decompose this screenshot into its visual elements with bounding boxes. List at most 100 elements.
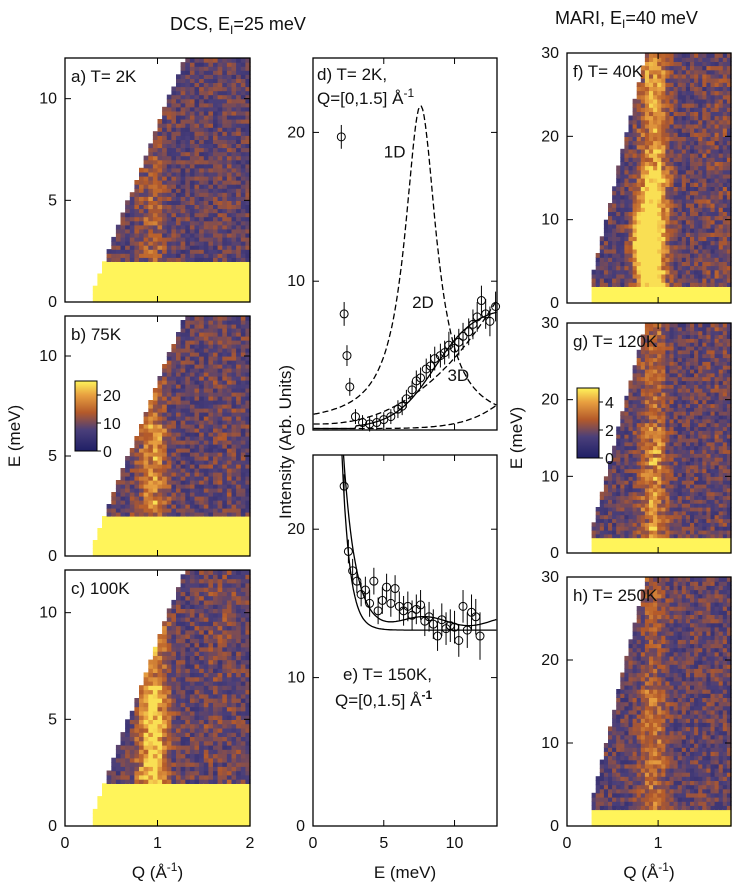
heatmap-cell [194, 508, 200, 513]
heatmap-cell [208, 400, 214, 405]
heatmap-cell [176, 817, 182, 823]
heatmap-cell [240, 58, 246, 63]
heatmap-cell [236, 651, 242, 656]
heatmap-cell [624, 248, 630, 254]
heatmap-cell [199, 261, 205, 266]
heatmap-cell [120, 787, 126, 793]
heatmap-cell [157, 408, 163, 413]
heatmap-cell [166, 204, 172, 210]
heatmap-cell [162, 642, 168, 648]
heatmap-cell [245, 779, 251, 784]
heatmap-cell [185, 552, 191, 557]
heatmap-cell [203, 356, 209, 361]
heatmap-cell [162, 706, 168, 712]
heatmap-cell [176, 135, 182, 140]
heatmap-cell [180, 408, 186, 413]
heatmap-cell [194, 668, 200, 673]
curve-annotation: 1D [384, 143, 406, 162]
heatmap-cell [226, 216, 233, 222]
heatmap-cell [176, 372, 182, 377]
heatmap-cell [226, 753, 233, 759]
heatmap-cell [632, 232, 638, 237]
heatmap-cell [194, 416, 200, 421]
heatmap-cell [236, 582, 242, 588]
heatmap-cell [240, 408, 246, 413]
heatmap-cell [208, 706, 214, 712]
heatmap-cell [162, 621, 168, 627]
heatmap-cell [603, 232, 609, 237]
heatmap-cell [143, 261, 149, 266]
heatmap-cell [162, 817, 168, 823]
heatmap-cell [203, 676, 209, 682]
heatmap-cell [226, 668, 233, 673]
heatmap-cell [624, 232, 630, 237]
heatmap-cell [231, 595, 237, 601]
heatmap-cell [180, 484, 186, 489]
heatmap-cell [180, 232, 186, 238]
heatmap-cell [199, 277, 205, 283]
heatmap-cell [208, 200, 214, 205]
heatmap-cell [143, 779, 149, 784]
heatmap-cell [185, 420, 191, 425]
heatmap-cell [628, 148, 634, 154]
heatmap-cell [199, 770, 205, 776]
heatmap-cell [612, 215, 617, 221]
heatmap-cell [245, 715, 251, 720]
heatmap-cell [632, 144, 638, 150]
heatmap-cell [152, 175, 159, 181]
heatmap-cell [199, 167, 205, 173]
heatmap-cell [185, 328, 191, 333]
heatmap-cell [152, 659, 159, 665]
q-range: Q=[0,1.5] Å [335, 691, 422, 710]
heatmap-cell [171, 740, 177, 746]
heatmap-cell [176, 352, 182, 357]
heatmap-cell [171, 774, 177, 780]
heatmap-cell [213, 595, 219, 601]
heatmap-cell [148, 744, 154, 750]
heatmap-cell [245, 552, 251, 557]
heatmap-cell [185, 261, 191, 266]
heatmap-cell [189, 86, 196, 92]
heatmap-cell [245, 796, 251, 801]
heatmap-cell [226, 420, 233, 425]
heatmap-cell [157, 404, 163, 409]
heatmap-cell [222, 139, 228, 144]
heatmap-cell [189, 110, 196, 116]
heatmap-cell [222, 58, 228, 63]
heatmap-cell [199, 512, 205, 517]
heatmap-cell [185, 273, 191, 279]
heatmap-cell [217, 380, 223, 385]
heatmap-cell [245, 58, 251, 63]
heatmap-cell [208, 98, 214, 104]
heatmap-cell [236, 468, 242, 473]
heatmap-cell [162, 548, 168, 553]
heatmap-cell [213, 727, 219, 733]
heatmap-cell [102, 548, 108, 553]
heatmap-cell [217, 791, 223, 797]
heatmap-cell [603, 294, 609, 300]
heatmap-cell [199, 98, 205, 104]
heatmap-cell [171, 184, 177, 189]
heatmap-cell [213, 536, 219, 541]
heatmap-cell [125, 253, 131, 258]
heatmap-cell [171, 356, 177, 361]
heatmap-cell [176, 224, 182, 230]
heatmap-cell [134, 220, 140, 226]
heatmap-cell [236, 424, 242, 429]
heatmap-cell [226, 706, 233, 712]
heatmap-cell [129, 787, 135, 793]
heatmap-cell [240, 396, 246, 401]
heatmap-cell [612, 190, 617, 196]
heatmap-cell [166, 736, 172, 742]
heatmap-cell [185, 253, 191, 258]
heatmap-cell [176, 163, 182, 169]
heatmap-cell [115, 241, 122, 246]
heatmap-cell [213, 625, 219, 631]
heatmap-cell [106, 520, 112, 525]
heatmap-cell [231, 241, 237, 246]
heatmap-cell [203, 106, 209, 112]
heatmap-cell [240, 796, 246, 801]
heatmap-cell [176, 604, 182, 609]
heatmap-cell [236, 480, 242, 485]
